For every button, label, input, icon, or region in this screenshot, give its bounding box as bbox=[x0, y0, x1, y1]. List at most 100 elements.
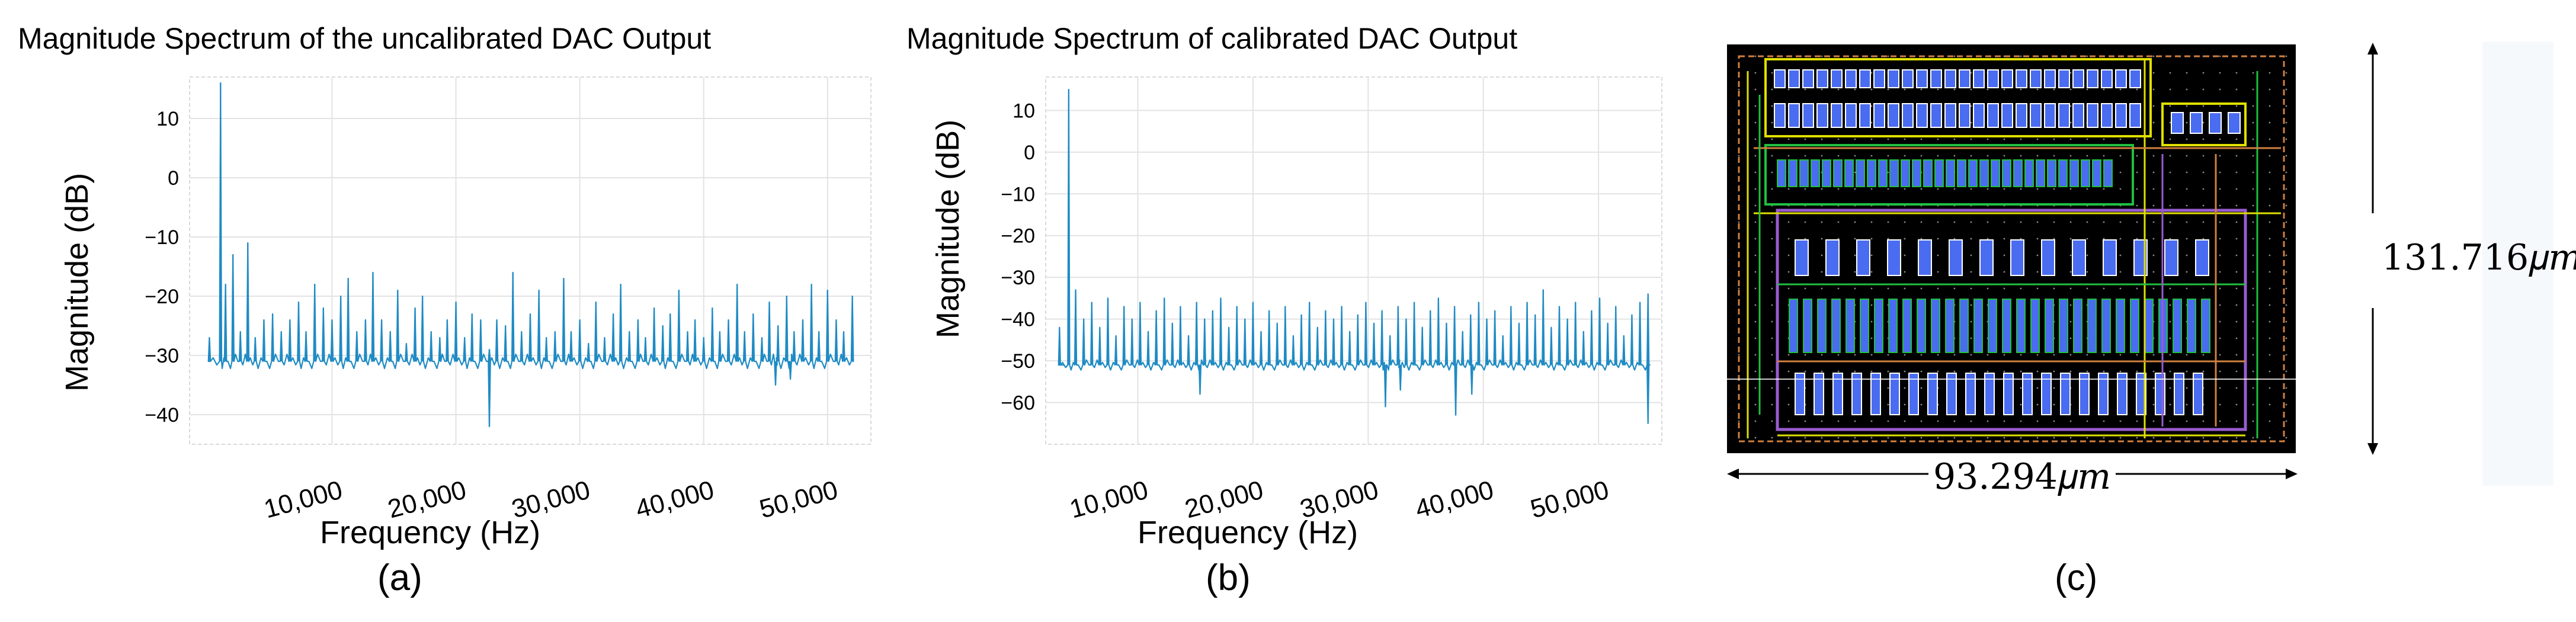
layout-cell bbox=[1832, 373, 1843, 415]
x-tick-label: 50,000 bbox=[1527, 475, 1612, 524]
layout-cell bbox=[1833, 159, 1843, 187]
chip-layout-figure bbox=[1727, 41, 2553, 486]
layout-cell bbox=[1923, 159, 1933, 187]
y-tick-label: −50 bbox=[1001, 350, 1035, 373]
layout-cell bbox=[2030, 103, 2042, 128]
layout-cell bbox=[1845, 103, 1857, 128]
layout-cell bbox=[1949, 239, 1963, 276]
lower-transistor-row-3 bbox=[1795, 373, 2203, 415]
layout-cell bbox=[2030, 69, 2042, 88]
height-arrow-top bbox=[2367, 43, 2378, 54]
caption-a: (a) bbox=[377, 557, 422, 598]
layout-cell bbox=[1959, 69, 1971, 88]
layout-cell bbox=[1799, 159, 1809, 187]
layout-cell bbox=[1831, 103, 1843, 128]
layout-cell bbox=[1788, 103, 1800, 128]
layout-cell bbox=[1856, 159, 1865, 187]
layout-cell bbox=[2115, 69, 2127, 88]
layout-cell bbox=[1777, 159, 1786, 187]
layout-cell bbox=[2059, 299, 2068, 353]
layout-cell bbox=[1973, 69, 1985, 88]
layout-cell bbox=[2003, 373, 2014, 415]
layout-dot-grid bbox=[1738, 55, 2287, 439]
layout-cell bbox=[2041, 239, 2055, 276]
y-tick-label: −10 bbox=[145, 226, 179, 249]
layout-cell bbox=[1901, 159, 1910, 187]
layout-cell bbox=[2010, 239, 2024, 276]
layout-cell bbox=[1944, 69, 1956, 88]
layout-cell bbox=[1888, 69, 1899, 88]
panel-c: 131.716𝜇𝑚 93.294𝜇𝑚 (c) bbox=[1694, 0, 2576, 622]
y-tick-label: −60 bbox=[1001, 392, 1035, 415]
layout-cell bbox=[1851, 373, 1862, 415]
layout-cell bbox=[2036, 159, 2045, 187]
layout-cell bbox=[1887, 239, 1901, 276]
lower-block-outline bbox=[1776, 209, 2247, 431]
layout-cell bbox=[1814, 373, 1824, 415]
layout-cell bbox=[1844, 159, 1854, 187]
layout-cell bbox=[1931, 299, 1940, 353]
height-dimension-label: 131.716𝜇𝑚 bbox=[2382, 237, 2576, 278]
layout-cell bbox=[1889, 159, 1899, 187]
layout-cell bbox=[2072, 239, 2086, 276]
layout-cell bbox=[2173, 299, 2182, 353]
layout-cell bbox=[2103, 239, 2117, 276]
layout-cell bbox=[1831, 299, 1841, 353]
layout-cell bbox=[2195, 239, 2209, 276]
layout-cell bbox=[1991, 159, 2000, 187]
layout-cell bbox=[1802, 103, 1814, 128]
layout-cell bbox=[2079, 373, 2090, 415]
layout-cell bbox=[2058, 159, 2068, 187]
width-arrow-left bbox=[1727, 469, 1739, 479]
layout-cell bbox=[2129, 103, 2141, 128]
layout-cell bbox=[2047, 159, 2056, 187]
layout-cell bbox=[2013, 159, 2023, 187]
layout-cell bbox=[1845, 69, 1857, 88]
layout-cell bbox=[1802, 69, 1814, 88]
layout-cell bbox=[2087, 299, 2097, 353]
layout-cell bbox=[1795, 239, 1809, 276]
layout-cell bbox=[2144, 299, 2154, 353]
x-tick-label: 40,000 bbox=[633, 475, 717, 524]
layout-cell bbox=[2002, 299, 2011, 353]
layout-cell bbox=[1795, 373, 1805, 415]
layout-cell bbox=[1973, 103, 1985, 128]
layout-cell bbox=[1789, 299, 1798, 353]
layout-cell bbox=[2098, 373, 2109, 415]
layout-cell bbox=[1930, 69, 1942, 88]
layout-cell bbox=[1816, 69, 1828, 88]
panel-a: Magnitude Spectrum of the uncalibrated D… bbox=[0, 0, 895, 622]
layout-cell bbox=[1856, 239, 1870, 276]
layout-cell bbox=[2016, 299, 2026, 353]
layout-cell bbox=[2024, 159, 2034, 187]
x-axis-label-a: Frequency (Hz) bbox=[320, 515, 541, 550]
layout-cell bbox=[2103, 159, 2113, 187]
layout-cell bbox=[1959, 103, 1971, 128]
layout-cell bbox=[1817, 299, 1827, 353]
side-block bbox=[2161, 102, 2247, 146]
layout-cell bbox=[1957, 159, 1966, 187]
layout-cell bbox=[1927, 373, 1938, 415]
side-block-cells bbox=[2171, 112, 2241, 134]
layout-cell bbox=[2060, 373, 2071, 415]
plot-area-b bbox=[1045, 76, 1662, 445]
layout-cell bbox=[2001, 69, 2013, 88]
top-transistor-row-2 bbox=[1774, 103, 2141, 128]
layout-cell bbox=[2228, 112, 2241, 134]
chart-title-b: Magnitude Spectrum of calibrated DAC Out… bbox=[906, 22, 1518, 55]
layout-cell bbox=[1916, 69, 1928, 88]
layout-cell bbox=[1945, 299, 1955, 353]
layout-cell bbox=[1874, 299, 1883, 353]
layout-cell bbox=[1987, 103, 1999, 128]
top-transistor-row-1 bbox=[1774, 69, 2141, 88]
lower-transistor-row-2 bbox=[1789, 299, 2210, 353]
x-tick-label: 50,000 bbox=[757, 475, 841, 524]
layout-cell bbox=[1968, 159, 1978, 187]
y-tick-label: 10 bbox=[156, 108, 179, 130]
layout-cell bbox=[2058, 69, 2070, 88]
layout-cell bbox=[2117, 373, 2128, 415]
layout-cell bbox=[1916, 103, 1928, 128]
layout-cell bbox=[1846, 299, 1855, 353]
x-tick-label: 40,000 bbox=[1412, 475, 1497, 524]
